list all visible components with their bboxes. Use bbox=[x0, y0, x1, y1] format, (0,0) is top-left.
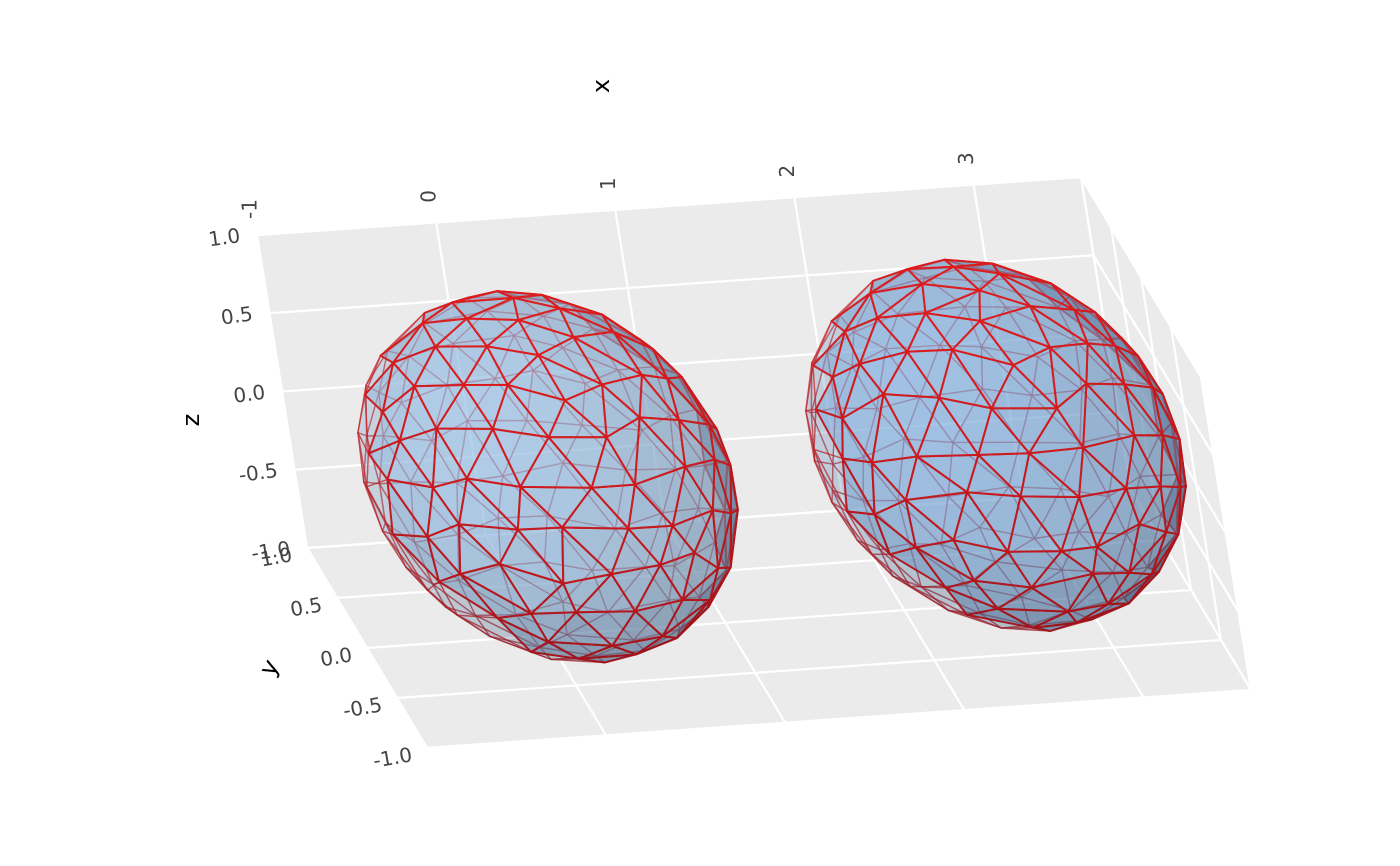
mesh-face bbox=[805, 362, 813, 414]
mesh-face bbox=[381, 530, 429, 591]
z-tick-label: -1.0 bbox=[250, 536, 292, 565]
mesh-face bbox=[384, 522, 434, 585]
mesh-face bbox=[363, 481, 384, 532]
mesh-face bbox=[813, 460, 834, 504]
mesh-face bbox=[831, 501, 873, 555]
y-tick-label: 1.0 bbox=[258, 542, 293, 571]
mesh-face bbox=[871, 553, 911, 587]
mesh-face bbox=[879, 549, 922, 588]
z-tick-label: -0.5 bbox=[237, 458, 279, 487]
mesh-face bbox=[363, 481, 387, 532]
mesh-face bbox=[811, 320, 833, 367]
mesh-face bbox=[357, 431, 368, 488]
mesh-face bbox=[474, 614, 541, 649]
mesh-face bbox=[605, 416, 641, 486]
mesh-face bbox=[357, 431, 370, 488]
y-tick-label: -0.5 bbox=[341, 692, 384, 722]
x-tick-label: 0 bbox=[417, 190, 441, 203]
mesh-face bbox=[805, 362, 814, 412]
mesh-face bbox=[856, 539, 894, 577]
box-edge bbox=[256, 175, 1082, 237]
mesh-face bbox=[381, 530, 429, 591]
box-edge bbox=[255, 234, 309, 549]
mesh-face bbox=[813, 460, 834, 491]
mesh-face bbox=[426, 580, 458, 616]
x-tick-label: 3 bbox=[954, 152, 978, 165]
mesh-face bbox=[357, 394, 370, 455]
sphere-mesh-2 bbox=[805, 258, 1187, 633]
x-axis-title: x bbox=[587, 79, 615, 93]
box-edge bbox=[426, 688, 1252, 750]
mesh-face bbox=[892, 575, 950, 612]
mesh-face bbox=[909, 585, 968, 616]
mesh-face bbox=[831, 489, 859, 542]
mesh-face bbox=[856, 539, 894, 577]
y-tick-label: 0.5 bbox=[288, 592, 323, 621]
mesh-face bbox=[813, 448, 833, 504]
sphere-mesh-1 bbox=[357, 290, 739, 664]
mesh-face bbox=[366, 485, 394, 536]
box-edge bbox=[1080, 176, 1202, 378]
mesh-face bbox=[489, 635, 552, 661]
mesh-face bbox=[357, 384, 367, 434]
mesh-face bbox=[363, 481, 387, 524]
box-edge bbox=[306, 547, 428, 749]
x-tick-label: 2 bbox=[775, 165, 799, 178]
mesh-face bbox=[1055, 382, 1088, 449]
mesh-face bbox=[871, 553, 911, 587]
mesh-face bbox=[805, 408, 817, 451]
mesh-face bbox=[364, 355, 382, 396]
mesh-face bbox=[405, 566, 447, 608]
mesh-face bbox=[444, 606, 491, 638]
mesh-face bbox=[805, 410, 816, 462]
mesh-face bbox=[456, 614, 532, 653]
mesh-face bbox=[444, 606, 491, 638]
y-tick-label: 0.0 bbox=[318, 642, 353, 671]
mesh-face bbox=[805, 410, 816, 462]
mesh-face bbox=[948, 609, 1003, 629]
mesh-face bbox=[810, 412, 834, 465]
mesh-face bbox=[405, 566, 447, 608]
mesh-face bbox=[805, 364, 817, 412]
box-edge bbox=[1199, 376, 1253, 691]
mesh-face bbox=[381, 522, 407, 569]
y-axis-title: y bbox=[253, 655, 284, 681]
mesh-face bbox=[426, 589, 458, 616]
z-gridline bbox=[1092, 254, 1215, 456]
mesh-face bbox=[432, 583, 477, 617]
x-tick-label: 1 bbox=[596, 177, 620, 190]
mesh-face bbox=[892, 575, 950, 612]
y-tick-label: -1.0 bbox=[371, 742, 414, 772]
mesh-face bbox=[357, 431, 368, 483]
mesh-face bbox=[831, 501, 873, 555]
z-axis-title: z bbox=[177, 414, 205, 427]
mesh-layer bbox=[357, 258, 1187, 664]
z-tick-label: 0.0 bbox=[232, 380, 267, 408]
mesh-face bbox=[357, 384, 368, 437]
x-tick-label: -1 bbox=[238, 199, 262, 219]
mesh-face bbox=[813, 448, 848, 513]
y-gridline bbox=[396, 638, 1222, 700]
z-tick-label: 1.0 bbox=[207, 223, 242, 251]
z-tick-label: 0.5 bbox=[219, 301, 254, 329]
